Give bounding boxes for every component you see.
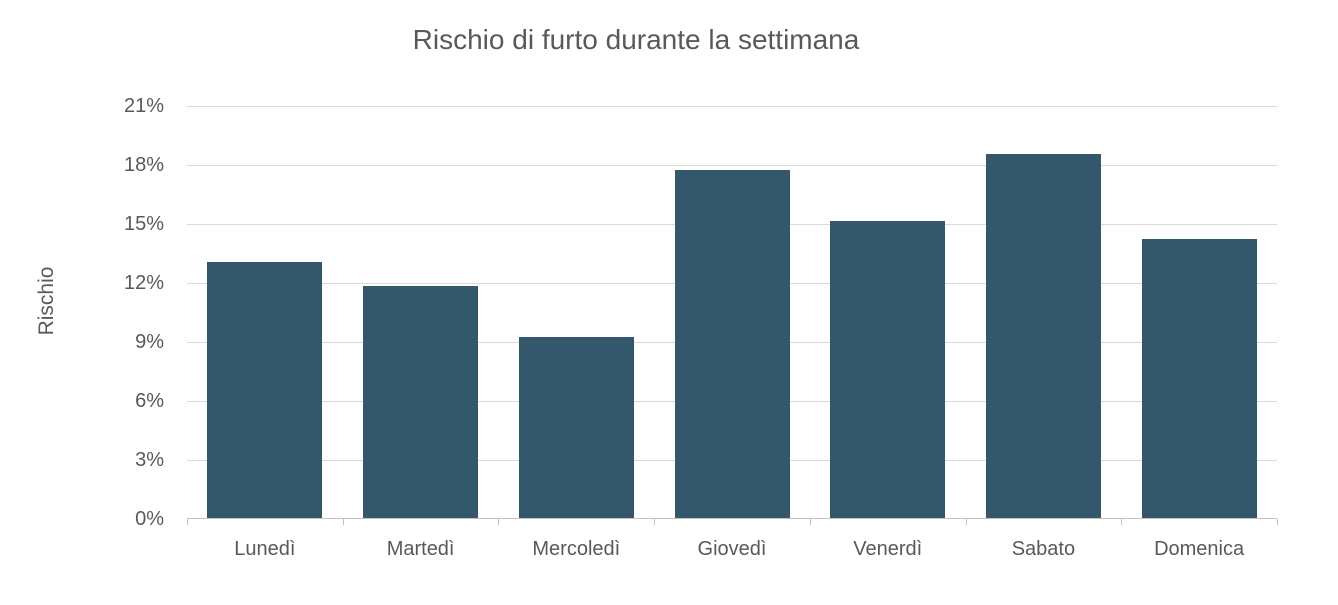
x-category-label: Domenica: [1154, 538, 1245, 560]
x-category-label: Lunedì: [234, 538, 296, 560]
plot-area: [187, 106, 1277, 519]
x-category-label: Venerdì: [853, 538, 923, 560]
bar-mercoledì: [518, 337, 634, 518]
x-axis-tick: [1277, 519, 1278, 525]
x-axis-tick: [342, 519, 344, 525]
x-axis-tick: [1121, 519, 1123, 525]
x-axis-tick: [965, 519, 967, 525]
bar-sabato: [985, 154, 1101, 518]
y-tick-label: 18%: [123, 154, 164, 176]
bar-lunedì: [207, 262, 323, 518]
bar-domenica: [1141, 238, 1257, 518]
x-axis-tick: [809, 519, 811, 525]
x-axis-line: [187, 518, 1277, 519]
x-axis-tick: [498, 519, 500, 525]
y-tick-label: 0%: [135, 508, 164, 530]
gridline: [187, 165, 1277, 166]
y-axis-title: Rischio: [35, 266, 58, 336]
y-tick-label: 15%: [123, 213, 164, 235]
y-tick-label: 21%: [123, 95, 164, 117]
chart-title: Rischio di furto durante la settimana: [412, 24, 860, 55]
x-category-label: Giovedì: [697, 538, 767, 560]
x-axis-tick: [187, 519, 188, 525]
x-category-label: Mercoledì: [532, 538, 621, 560]
bar-giovedì: [674, 169, 790, 518]
y-tick-label: 12%: [123, 272, 164, 294]
y-tick-label: 6%: [135, 390, 164, 412]
gridline: [187, 106, 1277, 107]
y-tick-label: 3%: [135, 449, 164, 471]
bar-venerdì: [830, 221, 946, 518]
x-axis-tick: [654, 519, 656, 525]
bar-martedì: [363, 285, 479, 518]
x-category-label: Martedì: [386, 538, 455, 560]
y-tick-label: 9%: [135, 331, 164, 353]
x-category-label: Sabato: [1011, 538, 1076, 560]
